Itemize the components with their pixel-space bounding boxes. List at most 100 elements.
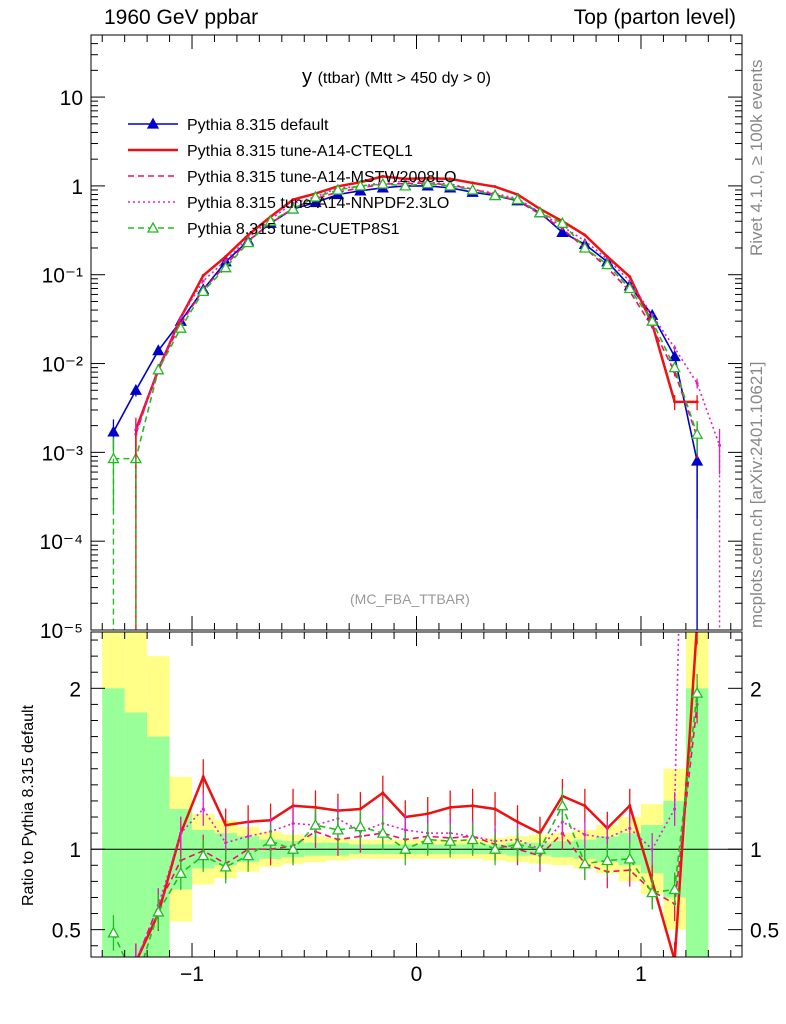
- x-tick-label: 0: [411, 963, 423, 986]
- ratio-point: [291, 821, 295, 825]
- rivet-version-label: Rivet 4.1.0, ≥ 100k events: [747, 59, 766, 256]
- ratio-point: [583, 804, 587, 808]
- ratio-point: [690, 686, 704, 698]
- ratio-point: [201, 807, 205, 811]
- mcplots-reference-label: mcplots.cern.ch [arXiv:2401.10621]: [747, 361, 766, 628]
- series-point: [668, 350, 681, 362]
- ratio-point: [673, 807, 677, 811]
- series-line-3: [135, 180, 721, 446]
- series-point: [444, 179, 457, 191]
- series-point: [309, 190, 322, 202]
- series-point: [690, 427, 704, 439]
- header-energy: 1960 GeV ppbar: [104, 6, 259, 29]
- ratio-point: [242, 849, 255, 861]
- series-point: [197, 285, 210, 296]
- ratio-point: [309, 818, 322, 830]
- series-point: [152, 363, 165, 375]
- ratio-point: [197, 849, 210, 861]
- ratio-point: [493, 807, 497, 811]
- series-point: [174, 321, 187, 333]
- series-point: [583, 233, 587, 237]
- y-tick-label: 10⁻⁴: [40, 531, 83, 554]
- analysis-watermark: (MC_FBA_TTBAR): [350, 591, 470, 607]
- series-point: [695, 400, 699, 404]
- ratio-y-tick-label-left: 0.5: [52, 920, 81, 943]
- series-point: [511, 193, 524, 205]
- ratio-point: [533, 842, 547, 854]
- ratio-point: [134, 960, 137, 963]
- plot-title-sub: (ttbar) (Mtt > 450 dy > 0): [317, 70, 491, 87]
- ratio-point: [556, 799, 569, 811]
- series-line-1: [134, 175, 698, 431]
- ratio-point: [219, 860, 232, 872]
- ratio-point: [107, 926, 120, 938]
- ratio-point: [134, 960, 137, 963]
- ratio-point: [471, 804, 475, 808]
- ratio-point: [381, 791, 385, 795]
- series-point: [673, 400, 677, 404]
- series-point: [403, 177, 407, 181]
- ratio-y-tick-label-left: 2: [69, 678, 81, 701]
- series-point: [650, 325, 654, 329]
- ratio-point: [224, 823, 228, 827]
- ratio-y-tick-label-left: 1: [69, 839, 81, 862]
- ratio-point: [421, 833, 434, 845]
- series-point: [628, 275, 632, 279]
- ratio-line-0: [136, 632, 698, 957]
- ratio-point: [291, 804, 295, 808]
- ratio-line-1: [136, 704, 698, 957]
- ratio-point: [605, 836, 609, 840]
- ratio-point: [152, 905, 165, 917]
- x-tick-label: −1: [180, 963, 204, 986]
- legend-label-1: Pythia 8.315 tune-A14-CTEQL1: [187, 143, 413, 160]
- series-point: [246, 233, 250, 237]
- series-point: [286, 202, 300, 214]
- y-tick-label: 10⁻⁵: [40, 620, 83, 643]
- ratio-point: [224, 841, 228, 845]
- ratio-point: [511, 838, 524, 850]
- ratio-point: [466, 833, 479, 845]
- series-point: [578, 241, 591, 253]
- series-point: [224, 255, 228, 259]
- series-point: [556, 226, 569, 237]
- ratio-point: [246, 834, 250, 838]
- y-tick-label: 10: [60, 87, 83, 110]
- ratio-point: [623, 852, 636, 864]
- series-point: [533, 206, 547, 218]
- series-point: [601, 258, 614, 270]
- series-point: [107, 425, 120, 437]
- y-tick-label: 10⁻¹: [42, 265, 83, 288]
- ratio-y-tick-label-right: 2: [750, 678, 762, 701]
- ratio-band-inner: [124, 712, 148, 957]
- series-point: [628, 279, 632, 283]
- ratio-y-tick-label-right: 0.5: [750, 920, 779, 943]
- ratio-point: [286, 842, 300, 854]
- series-point: [421, 177, 434, 189]
- series-point: [605, 255, 609, 259]
- series-point: [179, 315, 183, 319]
- series-point: [201, 274, 205, 278]
- ratio-y-tick-label-right: 1: [750, 839, 762, 862]
- legend-marker: [146, 117, 160, 129]
- legend-label-0: Pythia 8.315 default: [187, 117, 329, 134]
- series-point: [152, 344, 165, 356]
- series-point: [354, 179, 367, 191]
- series-point: [291, 198, 295, 202]
- legend-label-4: Pythia 8.315 tune-CUETP8S1: [187, 221, 400, 238]
- legend-label-3: Pythia 8.315 tune-A14-NNPDF2.3LO: [187, 195, 449, 212]
- series-point: [471, 181, 475, 185]
- ratio-point: [264, 834, 277, 846]
- ratio-point: [601, 854, 614, 866]
- series-point: [399, 179, 412, 191]
- ratio-band-inner: [102, 688, 125, 957]
- series-point: [331, 183, 345, 195]
- ratio-point: [650, 847, 654, 851]
- ratio-point: [403, 828, 407, 832]
- series-point: [673, 346, 677, 350]
- series-point: [381, 174, 385, 178]
- ratio-point: [358, 807, 362, 811]
- x-tick-label: 1: [635, 963, 647, 986]
- ratio-ylabel: Ratio to Pythia 8.315 default: [20, 704, 37, 906]
- ratio-point: [583, 833, 587, 837]
- series-point: [646, 314, 659, 326]
